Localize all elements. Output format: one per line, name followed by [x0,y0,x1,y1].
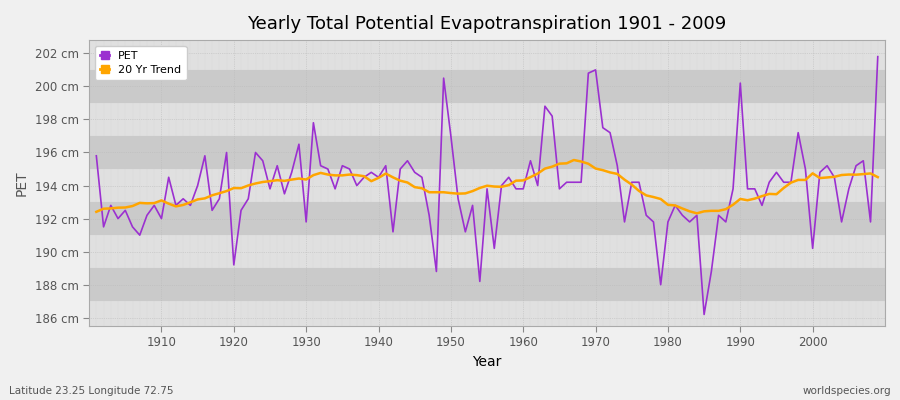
PET [351,183,362,188]
PET [148,203,159,208]
X-axis label: Year: Year [472,355,501,369]
PET [872,54,883,59]
Bar [89,70,885,103]
Legend: PET, 20 Yr Trend: PET, 20 Yr Trend [94,46,186,80]
20 Yr Trend [148,201,159,206]
PET [698,312,709,317]
Text: Latitude 23.25 Longitude 72.75: Latitude 23.25 Longitude 72.75 [9,386,174,396]
PET [91,153,102,158]
20 Yr Trend [612,172,623,176]
PET [308,120,319,125]
Line: 20 Yr Trend: 20 Yr Trend [96,160,878,213]
Bar [89,103,885,136]
Bar [89,268,885,301]
Title: Yearly Total Potential Evapotranspiration 1901 - 2009: Yearly Total Potential Evapotranspiratio… [248,15,726,33]
Bar [89,202,885,235]
20 Yr Trend [691,211,702,216]
PET [510,186,521,191]
Line: PET: PET [96,57,878,314]
PET [605,130,616,135]
20 Yr Trend [518,178,528,183]
Bar [89,301,885,334]
20 Yr Trend [872,175,883,180]
Bar [89,37,885,70]
PET [518,186,528,191]
20 Yr Trend [91,210,102,214]
20 Yr Trend [569,158,580,162]
20 Yr Trend [351,173,362,178]
Bar [89,169,885,202]
Bar [89,235,885,268]
Text: worldspecies.org: worldspecies.org [803,386,891,396]
20 Yr Trend [308,173,319,178]
Bar [89,136,885,169]
Y-axis label: PET: PET [15,170,29,196]
20 Yr Trend [510,178,521,183]
